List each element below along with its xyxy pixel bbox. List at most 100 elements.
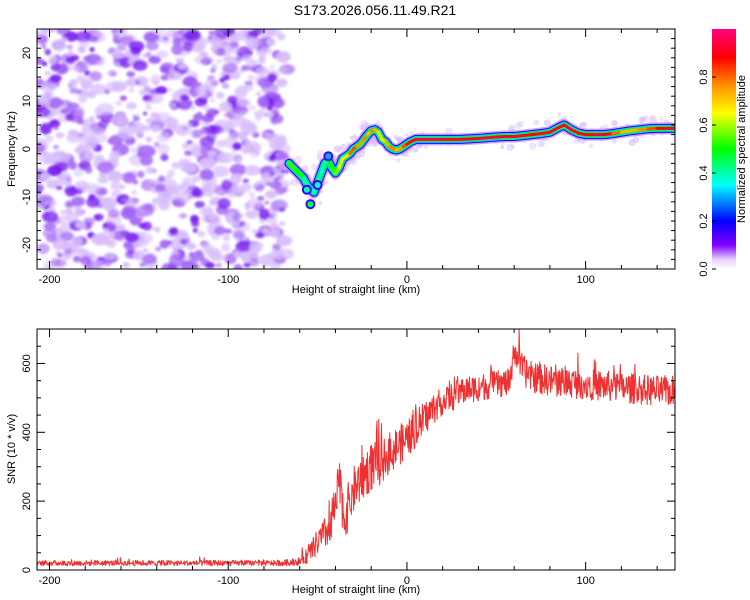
noise-blob: [166, 240, 173, 245]
noise-blob: [239, 122, 257, 135]
noise-blob: [236, 29, 249, 41]
figure-title: S173.2026.056.11.49.R21: [294, 2, 457, 18]
noise-blob: [65, 56, 76, 64]
ridge-segment: [476, 135, 498, 140]
haze-blob: [543, 119, 551, 127]
noise-blob: [241, 65, 250, 71]
noise-blob: [276, 78, 288, 88]
noise-blob: [221, 243, 231, 252]
ridge-segment: [619, 129, 632, 134]
haze-blob: [680, 124, 683, 127]
noise-blob: [39, 122, 52, 135]
noise-blob: [40, 173, 51, 180]
noise-blob: [209, 97, 215, 103]
noise-blob: [41, 44, 47, 50]
noise-blob: [78, 40, 90, 48]
noise-blob: [256, 49, 266, 57]
y-tick-label: -10: [21, 189, 33, 205]
noise-blob: [269, 170, 276, 177]
noise-blob: [53, 145, 59, 150]
noise-blob: [216, 91, 225, 100]
noise-blob: [77, 118, 85, 125]
noise-blob: [60, 104, 68, 109]
noise-blob: [264, 190, 278, 199]
noise-blob: [50, 257, 61, 267]
noise-blob: [155, 50, 169, 59]
noise-blob: [142, 111, 148, 116]
noise-blob: [151, 125, 161, 133]
noise-blob: [70, 236, 83, 248]
noise-blob: [245, 210, 259, 219]
noise-blob: [50, 110, 56, 116]
noise-blob: [249, 244, 259, 252]
noise-blob: [174, 123, 193, 136]
noise-blob: [142, 248, 149, 253]
haze-blob: [359, 150, 366, 158]
colorbar-tick-label: 0.2: [698, 213, 710, 228]
noise-blob: [44, 71, 52, 76]
noise-blob: [169, 102, 177, 109]
noise-blob: [259, 36, 267, 44]
noise-blob: [123, 242, 133, 249]
noise-blob: [68, 161, 78, 170]
noise-blob: [55, 132, 65, 139]
noise-blob: [56, 63, 69, 75]
colorbar-tick-label: 0.8: [698, 69, 710, 84]
noise-blob: [81, 89, 90, 97]
noise-blob: [130, 147, 139, 154]
noise-blob: [73, 168, 84, 178]
noise-blob: [270, 262, 281, 269]
noise-blob: [215, 47, 226, 57]
noise-blob: [66, 44, 73, 50]
noise-blob: [145, 136, 153, 143]
noise-blob: [231, 148, 237, 154]
noise-blob: [116, 43, 127, 52]
x-tick-label: 100: [576, 274, 594, 286]
noise-blob: [232, 142, 242, 151]
noise-blob: [114, 230, 126, 242]
haze-blob: [377, 120, 381, 124]
noise-layer: [37, 29, 295, 269]
noise-blob: [131, 122, 145, 134]
y-tick-label: 10: [21, 95, 33, 107]
noise-blob: [168, 254, 185, 266]
noise-blob: [150, 112, 162, 122]
noise-blob: [75, 30, 92, 43]
noise-blob: [278, 207, 286, 212]
x-tick-label: 0: [404, 274, 410, 286]
ridge-layer: [279, 112, 683, 210]
noise-blob: [45, 234, 58, 243]
noise-blob: [89, 131, 108, 144]
noise-blob: [137, 170, 145, 178]
noise-blob: [67, 50, 75, 57]
snr-plot-area: [37, 329, 675, 570]
noise-blob: [110, 180, 122, 191]
noise-blob: [221, 83, 230, 89]
noise-blob: [239, 220, 246, 227]
noise-blob: [235, 56, 243, 62]
noise-blob: [103, 252, 114, 261]
noise-blob: [224, 228, 233, 234]
noise-blob: [210, 68, 216, 73]
noise-blob: [237, 47, 246, 54]
y-tick-label: 0: [21, 567, 33, 573]
haze-blob: [517, 120, 525, 128]
noise-blob: [110, 115, 124, 126]
noise-blob: [188, 252, 195, 257]
noise-blob: [49, 74, 62, 83]
haze-blob: [317, 149, 324, 157]
noise-blob: [77, 46, 86, 54]
noise-blob: [244, 250, 259, 260]
noise-blob: [222, 234, 231, 242]
noise-blob: [96, 103, 115, 115]
noise-blob: [177, 183, 187, 191]
ridge-segment: [337, 157, 345, 170]
haze-blob: [582, 121, 588, 127]
noise-blob: [180, 260, 199, 269]
noise-blob: [257, 96, 269, 108]
noise-blob: [59, 231, 75, 241]
ridge-blob: [325, 153, 332, 160]
noise-blob: [110, 191, 117, 197]
